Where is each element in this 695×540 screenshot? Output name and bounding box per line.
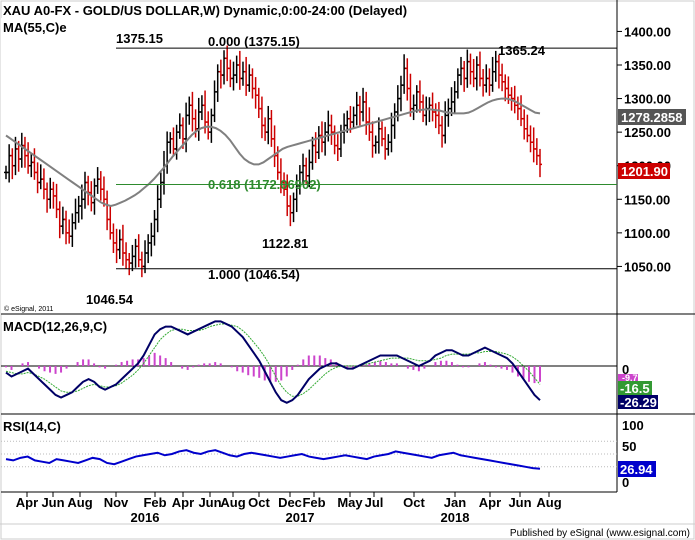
x-tick-label: Aug	[220, 495, 245, 510]
x-year-label: 2017	[286, 510, 315, 525]
chart-title: XAU A0-FX - GOLD/US DOLLAR,W) Dynamic,0:…	[3, 3, 407, 18]
macd-histogram	[5, 352, 541, 384]
price-tick-label: 1400.00	[624, 24, 671, 39]
price-y-axis: 1400.001350.001300.001250.001200.001150.…	[617, 24, 671, 274]
price-tick-label: 1050.00	[624, 259, 671, 274]
x-year-label: 2016	[131, 510, 160, 525]
rsi-title: RSI(14,C)	[3, 419, 61, 434]
x-year-label: 2018	[441, 510, 470, 525]
annotation-low-left: 1046.54	[86, 292, 134, 307]
x-tick-label: Aug	[536, 495, 561, 510]
macd-hidden-badge	[618, 374, 638, 382]
x-tick-label: Dec	[278, 495, 302, 510]
annotation-high-left: 1375.15	[116, 31, 163, 46]
annotation-high-right: 1365.24	[498, 43, 546, 58]
x-tick-label: Jan	[444, 495, 466, 510]
x-tick-label: Nov	[104, 495, 129, 510]
macd-value: -26.29	[620, 395, 657, 410]
footer-credit: Published by eSignal (www.esignal.com)	[510, 528, 690, 539]
rsi-tick-0: 0	[622, 475, 629, 490]
price-bar	[538, 148, 542, 178]
macd-zero-tick: 0	[622, 362, 629, 377]
ma-value-badge	[618, 109, 686, 125]
price-panel: 1400.001350.001300.001250.001200.001150.…	[1, 0, 695, 492]
x-tick-label: Jun	[198, 495, 221, 510]
rsi-value: 26.94	[620, 462, 653, 477]
last-price-badge	[618, 163, 670, 179]
price-tick-label: 1350.00	[624, 58, 671, 73]
ma-value-label: 1278.2858	[621, 110, 682, 125]
macd-title: MACD(12,26,9,C)	[3, 319, 107, 334]
macd-value-badge	[618, 395, 658, 409]
x-tick-label: Apr	[479, 495, 501, 510]
x-tick-label: Jun	[41, 495, 64, 510]
macd-signal-line	[5, 323, 541, 397]
rsi-panel: RSI(14,C) 100 50 0 26.94	[1, 418, 656, 493]
macd-panel: MACD(12,26,9,C) 0 -9.79 -16.5 -26.29	[1, 319, 695, 415]
price-tick-label: 1250.00	[624, 125, 671, 140]
rsi-value-badge	[618, 461, 656, 477]
annotation-fib-618: 0.618 (1172.06902)	[208, 177, 321, 192]
x-tick-label: Jun	[508, 495, 531, 510]
macd-signal-value: -16.5	[620, 381, 650, 396]
watermark: © eSignal, 2011	[4, 305, 54, 313]
annotation-low-mid: 1122.81	[262, 236, 308, 251]
price-tick-label: 1300.00	[624, 92, 671, 107]
macd-hidden-label: -9.79	[622, 373, 643, 383]
annotation-fib-1: 1.000 (1046.54)	[208, 267, 300, 282]
price-tick-label: 1150.00	[624, 192, 670, 207]
rsi-tick-100: 100	[622, 418, 644, 433]
x-tick-label: Aug	[67, 495, 92, 510]
x-tick-label: Oct	[248, 495, 270, 510]
x-tick-label: Oct	[403, 495, 425, 510]
x-tick-label: May	[337, 495, 363, 510]
annotation-fib-0: 0.000 (1375.15)	[208, 34, 300, 49]
x-tick-label: Feb	[302, 495, 325, 510]
ma-line	[5, 97, 541, 208]
macd-line	[5, 320, 541, 404]
x-tick-label: Feb	[143, 495, 166, 510]
x-tick-label: Jul	[365, 495, 384, 510]
x-tick-label: Apr	[16, 495, 38, 510]
last-price-label: 1201.90	[621, 164, 668, 179]
rsi-tick-50: 50	[622, 439, 636, 454]
price-tick-label: 1100.00	[624, 226, 670, 241]
rsi-line	[5, 449, 541, 470]
x-tick-label: Apr	[172, 495, 194, 510]
macd-signal-badge	[618, 381, 652, 395]
ma-indicator-label: MA(55,C)e	[3, 20, 67, 35]
